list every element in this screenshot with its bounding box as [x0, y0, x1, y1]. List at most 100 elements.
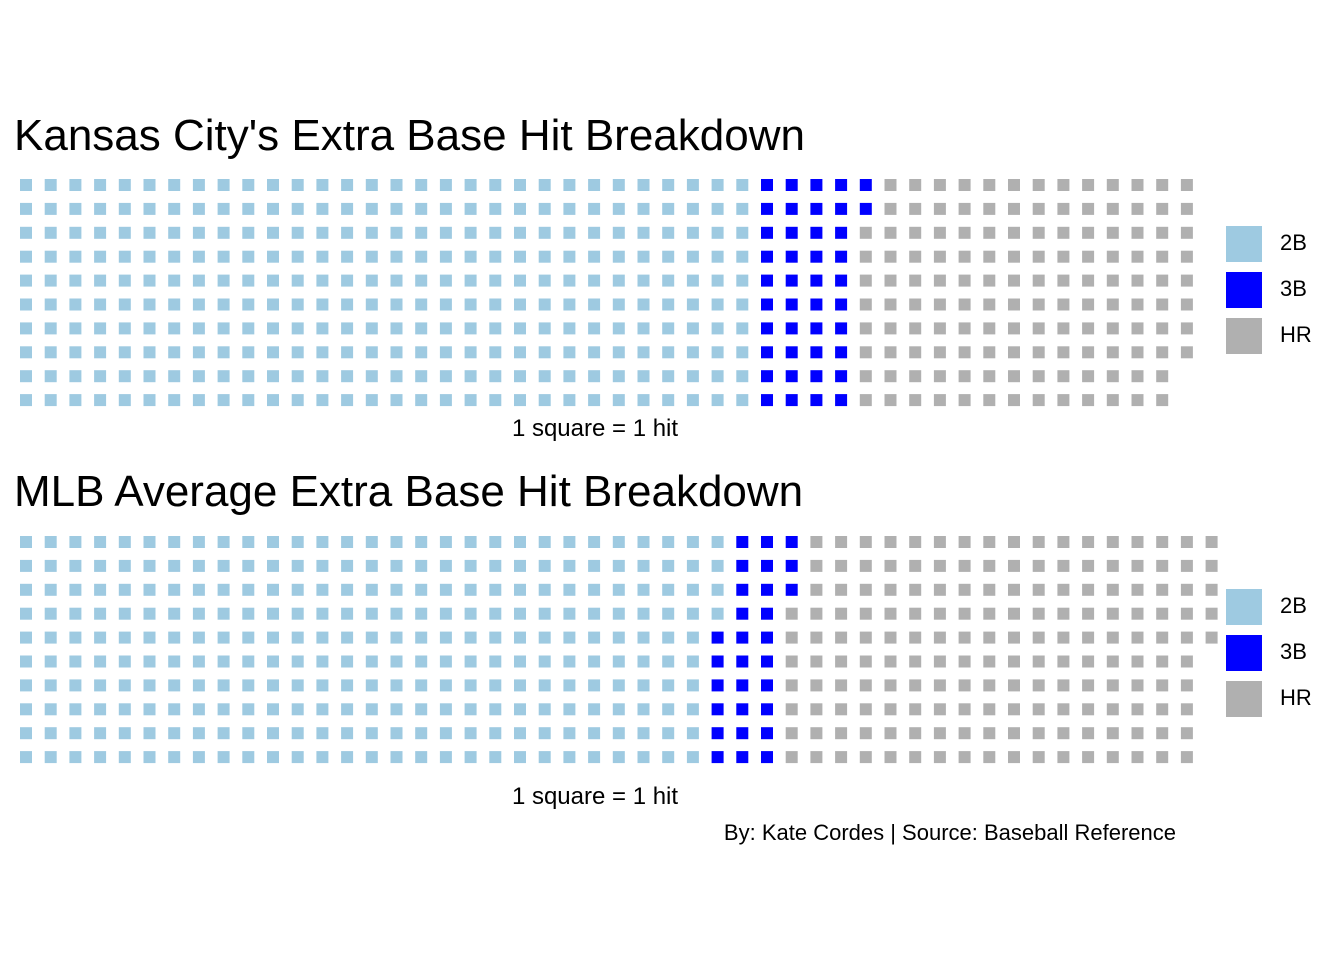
waffle-square-hr	[983, 202, 996, 215]
waffle-square-2b	[69, 631, 82, 644]
waffle-square-2b	[464, 346, 477, 359]
waffle-square-2b	[118, 583, 131, 596]
waffle-square-hr	[1032, 250, 1045, 263]
waffle-square-2b	[662, 202, 675, 215]
waffle-square-2b	[267, 655, 279, 668]
waffle-square-hr	[1106, 679, 1119, 692]
waffle-square-3b	[810, 346, 823, 359]
waffle-square-hr	[859, 703, 872, 716]
waffle-square-2b	[514, 559, 526, 572]
waffle-square-2b	[686, 703, 699, 716]
waffle-square-hr	[1156, 655, 1169, 668]
waffle-square-2b	[514, 703, 526, 716]
waffle-square-3b	[835, 394, 848, 407]
waffle-square-2b	[538, 250, 551, 263]
waffle-square-2b	[637, 322, 650, 335]
waffle-square-2b	[563, 202, 576, 215]
waffle-square-2b	[143, 346, 156, 359]
waffle-square-hr	[884, 202, 897, 215]
waffle-square-2b	[588, 631, 601, 644]
waffle-square-hr	[1106, 274, 1119, 287]
waffle-square-hr	[1032, 536, 1045, 548]
waffle-square-2b	[390, 679, 403, 692]
waffle-square-2b	[612, 679, 625, 692]
waffle-square-2b	[415, 298, 428, 311]
waffle-square-2b	[94, 655, 107, 668]
waffle-square-hr	[933, 370, 946, 383]
waffle-square-2b	[365, 583, 378, 596]
waffle-square-hr	[958, 250, 971, 263]
waffle-square-2b	[464, 179, 477, 191]
waffle-square-3b	[761, 559, 773, 572]
waffle-square-hr	[909, 370, 922, 383]
waffle-square-2b	[711, 179, 724, 191]
waffle-square-2b	[390, 202, 403, 215]
waffle-square-2b	[217, 274, 230, 287]
waffle-square-2b	[143, 298, 156, 311]
waffle-square-2b	[168, 346, 181, 359]
waffle-square-hr	[1180, 179, 1193, 191]
waffle-square-hr	[983, 727, 996, 740]
waffle-square-2b	[20, 583, 32, 596]
waffle-square-3b	[835, 226, 848, 239]
waffle-square-hr	[1180, 202, 1193, 215]
waffle-square-2b	[390, 394, 403, 407]
waffle-square-hr	[810, 607, 823, 620]
waffle-square-hr	[1032, 583, 1045, 596]
waffle-square-2b	[291, 370, 304, 383]
waffle-square-2b	[711, 536, 724, 548]
waffle-square-2b	[143, 727, 156, 740]
waffle-square-2b	[489, 322, 502, 335]
waffle-square-hr	[1156, 679, 1169, 692]
waffle-square-3b	[785, 559, 798, 572]
waffle-square-2b	[365, 559, 378, 572]
waffle-square-2b	[563, 751, 576, 764]
waffle-square-2b	[514, 655, 526, 668]
waffle-square-2b	[242, 559, 255, 572]
waffle-square-hr	[1082, 226, 1095, 239]
waffle-square-2b	[217, 727, 230, 740]
waffle-square-hr	[1057, 703, 1070, 716]
waffle-square-2b	[365, 202, 378, 215]
waffle-square-2b	[291, 703, 304, 716]
unit-caption-kc: 1 square = 1 hit	[511, 415, 679, 442]
waffle-square-2b	[94, 559, 107, 572]
waffle-square-hr	[1057, 631, 1070, 644]
waffle-square-3b	[835, 346, 848, 359]
waffle-square-2b	[20, 679, 32, 692]
waffle-square-2b	[242, 370, 255, 383]
waffle-square-hr	[1057, 298, 1070, 311]
waffle-square-2b	[341, 559, 354, 572]
waffle-square-hr	[983, 583, 996, 596]
waffle-square-2b	[415, 655, 428, 668]
waffle-square-2b	[588, 727, 601, 740]
waffle-square-2b	[267, 679, 279, 692]
waffle-square-2b	[415, 679, 428, 692]
waffle-square-hr	[1032, 679, 1045, 692]
legend-item-3b: 3B	[1226, 272, 1336, 308]
waffle-square-hr	[983, 631, 996, 644]
waffle-square-hr	[1008, 202, 1020, 215]
waffle-square-2b	[291, 631, 304, 644]
waffle-square-hr	[1180, 559, 1193, 572]
waffle-square-2b	[291, 322, 304, 335]
waffle-square-hr	[909, 727, 922, 740]
waffle-square-3b	[810, 370, 823, 383]
waffle-square-2b	[242, 202, 255, 215]
waffle-square-2b	[341, 703, 354, 716]
waffle-square-2b	[118, 394, 131, 407]
waffle-square-2b	[168, 559, 181, 572]
waffle-square-hr	[1131, 394, 1144, 407]
waffle-square-2b	[94, 370, 107, 383]
waffle-square-2b	[464, 751, 477, 764]
waffle-square-2b	[365, 370, 378, 383]
waffle-square-hr	[884, 226, 897, 239]
waffle-square-2b	[563, 727, 576, 740]
waffle-square-hr	[933, 202, 946, 215]
waffle-square-2b	[242, 394, 255, 407]
waffle-square-2b	[20, 751, 32, 764]
waffle-square-3b	[835, 322, 848, 335]
waffle-grid-kc	[20, 179, 1193, 407]
waffle-square-3b	[736, 727, 749, 740]
waffle-square-hr	[909, 250, 922, 263]
